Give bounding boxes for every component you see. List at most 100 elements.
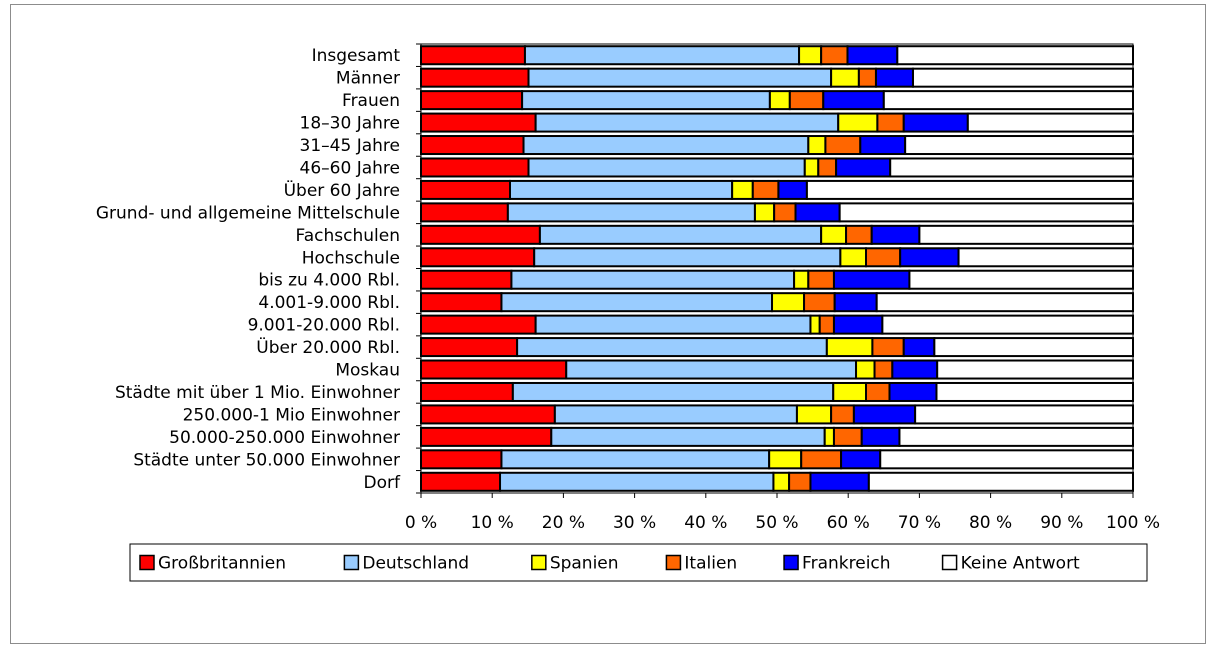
bar-segment (420, 292, 503, 313)
bar-segment (876, 112, 905, 133)
bar-segment (420, 314, 537, 335)
legend-label: Großbritannien (158, 554, 286, 574)
bar-segment (807, 135, 827, 156)
bar-segment (839, 247, 867, 268)
bar-segment (875, 292, 1134, 313)
bar-segment (420, 179, 511, 200)
legend-swatch (343, 554, 360, 571)
category-label: 31–45 Jahre (300, 136, 400, 156)
bar-segment (873, 359, 894, 380)
x-tick-label: 40 % (684, 513, 727, 533)
bar-segment (966, 112, 1134, 133)
category-label: 4.001-9.000 Rbl. (258, 293, 400, 313)
bar-segment (768, 449, 803, 470)
bar-segment (511, 381, 835, 402)
legend-label: Italien (684, 554, 737, 574)
bar-segment (768, 90, 791, 111)
bar-segment (898, 426, 1134, 447)
bar-segment (840, 449, 882, 470)
category-label: Städte unter 50.000 Einwohner (133, 450, 400, 470)
bar-segment (510, 269, 796, 290)
bar-segment (793, 269, 810, 290)
bar-segment (420, 202, 509, 223)
category-label: 50.000-250.000 Einwohner (169, 428, 400, 448)
bar-segment (902, 112, 969, 133)
x-tick-label: 10 % (471, 513, 514, 533)
bar-segment (527, 157, 806, 178)
bar-segment (773, 202, 797, 223)
bar-segment (420, 247, 536, 268)
x-tick-label: 70 % (898, 513, 941, 533)
bar-segment (820, 224, 848, 245)
bar-segment (823, 426, 835, 447)
bar-segment (914, 404, 1134, 425)
bar-segment (809, 471, 870, 492)
x-tick-label: 0 % (405, 513, 437, 533)
bar-segment (957, 247, 1134, 268)
bar-segment (870, 224, 921, 245)
bar-segment (420, 90, 524, 111)
bar-segment (818, 314, 835, 335)
bar-segment (822, 90, 885, 111)
bar-segment (420, 45, 526, 66)
bar-segment (852, 404, 917, 425)
bar-segment (527, 67, 833, 88)
bar-segment (865, 247, 902, 268)
bar-segment (509, 179, 734, 200)
bar-segment (888, 381, 938, 402)
bar-segment (871, 337, 905, 358)
legend-swatch (665, 554, 682, 571)
bar-segment (777, 179, 808, 200)
bar-segment (855, 359, 876, 380)
category-label: Grund- und allgemeine Mittelschule (96, 203, 400, 223)
bar-segment (838, 202, 1134, 223)
bar-segment (420, 112, 537, 133)
bar-segment (835, 157, 892, 178)
bar-segment (936, 359, 1135, 380)
legend-swatch (139, 554, 155, 571)
bar-segment (809, 314, 821, 335)
bar-segment (420, 269, 513, 290)
legend-box (129, 543, 1148, 582)
bar-segment (899, 247, 960, 268)
bar-segment (772, 471, 791, 492)
bar-segment (420, 449, 503, 470)
bar-segment (788, 471, 812, 492)
bar-segment (534, 112, 840, 133)
bar-segment (800, 449, 843, 470)
legend-label: Deutschland (362, 554, 469, 574)
category-label: Insgesamt (312, 46, 401, 66)
category-label: 250.000-1 Mio Einwohner (183, 405, 400, 425)
bar-segment (817, 157, 838, 178)
bar-segment (553, 404, 798, 425)
bar-segment (865, 381, 891, 402)
category-label: 9.001-20.000 Rbl. (248, 316, 400, 336)
category-label: Städte mit über 1 Mio. Einwohner (115, 383, 400, 403)
bar-segment (881, 314, 1134, 335)
category-label: Über 20.000 Rbl. (256, 336, 400, 358)
bar-segment (820, 45, 849, 66)
bar-segment (534, 314, 812, 335)
x-tick-label: 20 % (542, 513, 585, 533)
bar-segment (830, 67, 860, 88)
bar-segment (908, 269, 1134, 290)
bar-segment (788, 90, 825, 111)
bar-segment (911, 67, 1134, 88)
bar-segment (550, 426, 826, 447)
bar-segment (420, 67, 530, 88)
bar-segment (521, 90, 771, 111)
bar-segment (904, 135, 1134, 156)
bar-segment (533, 247, 842, 268)
legend-label: Spanien (550, 554, 619, 574)
legend-swatch (941, 554, 958, 571)
category-label: Männer (336, 69, 400, 89)
bar-segment (420, 157, 530, 178)
bar-segment (933, 337, 1134, 358)
legend-swatch (783, 554, 799, 571)
bar-segment (832, 269, 911, 290)
category-label: 18–30 Jahre (300, 114, 400, 134)
plot-area (420, 43, 1134, 494)
bar-segment (565, 359, 858, 380)
category-label: Frauen (342, 91, 400, 111)
